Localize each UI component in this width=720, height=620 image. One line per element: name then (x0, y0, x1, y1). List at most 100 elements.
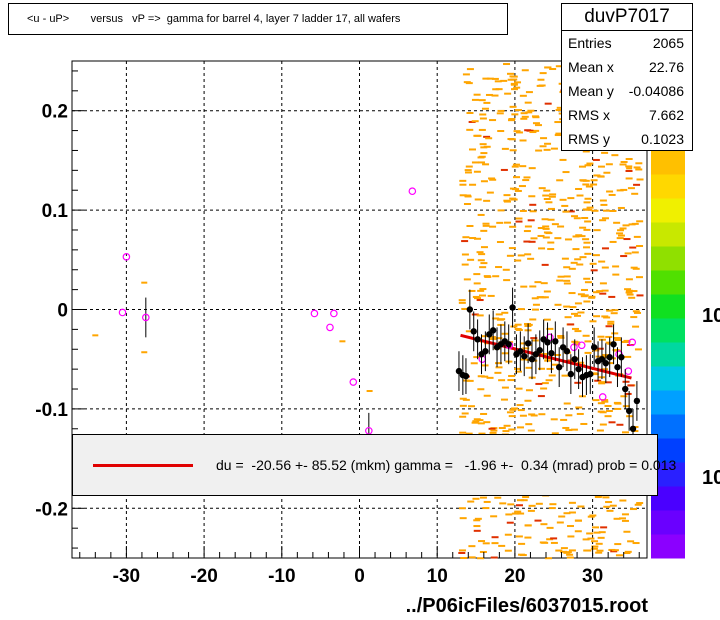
scatter-cell (537, 367, 545, 370)
scatter-cell (527, 219, 535, 222)
scatter-cell (579, 256, 587, 259)
scatter-cell (570, 261, 578, 264)
scatter-cell (519, 342, 527, 345)
scatter-cell (545, 201, 553, 204)
open-marker (122, 253, 131, 261)
scatter-cell (632, 542, 640, 545)
scatter-cell (483, 135, 491, 138)
scatter-cell (635, 276, 643, 279)
scatter-cell (512, 188, 520, 191)
scatter-cell (473, 519, 481, 522)
scatter-cell (549, 503, 557, 506)
scatter-cell (554, 237, 562, 240)
scatter-cell (564, 316, 572, 319)
scatter-cell (544, 557, 552, 560)
scatter-cell (596, 290, 604, 293)
scatter-cell (474, 517, 482, 520)
scatter-cell (525, 91, 533, 94)
scatter-cell (513, 130, 521, 133)
scatter-cell (597, 165, 605, 168)
scatter-cell (504, 549, 512, 552)
scatter-cell (492, 275, 500, 278)
scatter-cell (592, 526, 600, 529)
scatter-cell (595, 551, 603, 554)
scatter-cell (515, 217, 523, 220)
scatter-cell (563, 275, 571, 278)
scatter-cell (528, 413, 536, 416)
scatter-cell (536, 296, 544, 299)
scatter-cell (507, 379, 515, 382)
scatter-cell (521, 115, 529, 118)
scatter-cell (466, 128, 474, 131)
scatter-cell (504, 533, 512, 536)
scatter-cell (468, 405, 476, 408)
scatter-cell (601, 400, 609, 403)
scatter-cell (482, 77, 490, 80)
scatter-cell (479, 113, 487, 116)
scatter-cell (141, 281, 148, 284)
scatter-cell (507, 78, 515, 81)
scatter-cell (579, 226, 587, 229)
scatter-cell (574, 381, 582, 384)
scatter-cell (532, 303, 540, 306)
scatter-cell (477, 422, 485, 425)
scatter-cell (458, 551, 466, 554)
scatter-cell (636, 502, 644, 505)
scatter-cell (543, 148, 551, 151)
scatter-cell (547, 218, 555, 221)
stat-row-mean-x: Mean x 22.76 (562, 55, 692, 79)
profile-marker (532, 351, 540, 358)
scatter-cell (482, 542, 490, 545)
profile-marker (509, 304, 516, 311)
scatter-cell (592, 158, 600, 161)
scatter-cell (577, 293, 585, 296)
scatter-cell (514, 370, 522, 373)
profile-marker (552, 338, 559, 345)
scatter-cell (561, 257, 569, 260)
scatter-cell (610, 312, 618, 315)
scatter-cell (520, 117, 528, 120)
scatter-cell (553, 353, 561, 356)
scatter-cell (611, 154, 619, 157)
profile-marker (598, 356, 606, 363)
scatter-cell (584, 197, 592, 200)
scatter-cell (625, 158, 633, 161)
scatter-cell (630, 266, 638, 269)
scatter-cell (473, 418, 481, 421)
scatter-cell (509, 149, 517, 152)
scatter-cell (562, 426, 570, 429)
scatter-cell (476, 299, 484, 302)
scatter-cell (473, 525, 481, 528)
scatter-cell (548, 374, 556, 377)
scatter-cell (462, 236, 470, 239)
scatter-cell (461, 412, 469, 415)
scatter-cell (569, 306, 577, 309)
stat-key: Entries (568, 35, 612, 51)
scatter-cell (489, 119, 497, 122)
scatter-cell (563, 512, 571, 515)
open-marker (118, 308, 127, 317)
scatter-cell (626, 167, 633, 170)
profile-marker (590, 344, 598, 351)
scatter-cell (504, 92, 512, 95)
scatter-cell (92, 334, 99, 337)
scatter-cell (581, 216, 589, 219)
scatter-cell (503, 200, 511, 203)
x-tick-label: 0 (354, 566, 365, 587)
scatter-cell (633, 166, 641, 169)
scatter-cell (473, 356, 481, 359)
scatter-cell (536, 84, 544, 87)
scatter-cell (556, 179, 564, 182)
scatter-cell (497, 109, 505, 112)
scatter-cell (601, 354, 609, 357)
scatter-cell (550, 537, 558, 540)
scatter-cell (582, 334, 590, 337)
scatter-cell (524, 524, 532, 527)
scatter-cell (630, 316, 638, 319)
scatter-cell (591, 209, 599, 212)
palette-band (651, 342, 685, 367)
scatter-cell (509, 105, 517, 108)
scatter-cell (531, 308, 539, 311)
scatter-cell (477, 289, 485, 292)
scatter-cell (500, 398, 508, 401)
